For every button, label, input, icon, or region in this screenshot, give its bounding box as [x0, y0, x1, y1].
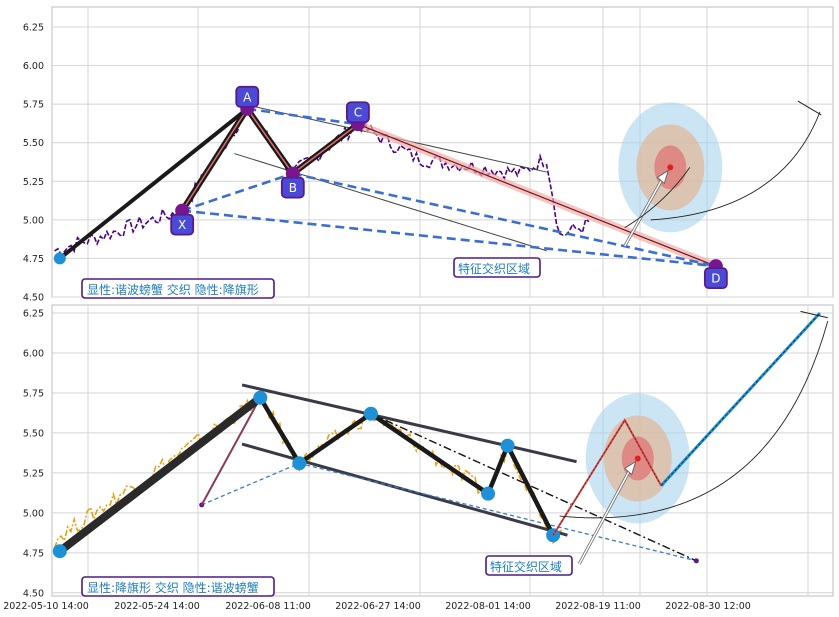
y-tick-label: 5.50: [23, 428, 44, 439]
support-dashed-2: [299, 462, 697, 562]
y-tick-label: 6.25: [23, 23, 44, 34]
pattern-dashed-line: [182, 209, 716, 268]
y-tick-label: 5.75: [23, 100, 44, 111]
plot-frame: [51, 304, 834, 597]
pattern-point: [52, 544, 67, 559]
price-series-line: [54, 105, 590, 256]
flag-channel-upper: [241, 383, 577, 464]
zone-arrow-head: [656, 169, 670, 185]
pattern-leg-highlight: [246, 108, 294, 175]
cd-line: [357, 123, 717, 267]
zone-arrow-inner: [578, 466, 633, 565]
pattern-dashed-line: [181, 172, 294, 212]
top-zone-label: 特征交织区域: [453, 257, 541, 278]
projection-arc: [650, 111, 821, 221]
bottom-info-box: 显性:降旗形 交织 隐性:谐波螃蟹: [81, 576, 275, 597]
x-tick-label: 2022-08-19 11:00: [555, 601, 641, 612]
pattern-point: [500, 438, 515, 453]
channel-lower-line: [234, 153, 547, 252]
pattern-label-D: D: [711, 272, 720, 286]
pattern-dashed-line: [247, 107, 359, 126]
x-tick-label: 2022-06-27 14:00: [335, 601, 421, 612]
x-tick-label: 2022-08-30 12:00: [665, 601, 751, 612]
pattern-label-B: B: [289, 181, 297, 195]
pattern-point: [253, 390, 268, 405]
x-tick-label: 2022-06-08 11:00: [225, 601, 311, 612]
end-dot: [693, 558, 699, 564]
top-panel: 4.50 4.75 5.00 5.25 5.50 5.75 6.00 6.25 X A B C D: [23, 6, 834, 304]
pattern-label-X: X: [178, 218, 186, 232]
pattern-label-box-D: [703, 267, 728, 290]
pattern-dashed-line: [292, 172, 717, 268]
pattern-label-box-C: [345, 101, 370, 124]
y-tick-label: 4.50: [23, 293, 44, 304]
pattern-label-box-B: [280, 176, 305, 199]
pattern-point: [292, 456, 307, 471]
target-point: [667, 164, 674, 171]
projection-arc-tip: [800, 310, 828, 319]
pattern-label-C: C: [354, 106, 362, 120]
zigzag-legs: [258, 396, 556, 537]
x-tick-label: 2022-08-01 14:00: [445, 601, 531, 612]
top-info-box: 显性:谐波螃蟹 交织 隐性:降旗形: [81, 278, 275, 299]
top-info-text: 显性:谐波螃蟹 交织 隐性:降旗形: [87, 282, 259, 297]
start-leg: [58, 107, 249, 260]
top-zone-text: 特征交织区域: [458, 261, 530, 276]
projection-red-dash: [552, 419, 662, 536]
y-tick-label: 6.00: [23, 61, 44, 72]
pattern-leg-highlight: [181, 108, 248, 212]
zone-arrow-inner: [624, 175, 665, 247]
y-tick-label: 6.00: [23, 348, 44, 359]
y-tick-label: 5.75: [23, 388, 44, 399]
bottom-zone-label: 特征交织区域: [485, 555, 573, 576]
support-dashed: [201, 462, 300, 506]
x-tick-label: 2022-05-10 14:00: [3, 601, 89, 612]
y-tick-label: 6.25: [23, 308, 44, 319]
pattern-leg-highlight: [292, 123, 359, 175]
projection-arc-tip: [797, 100, 822, 116]
flag-pole: [55, 393, 265, 556]
bottom-panel: 4.50 4.75 5.00 5.25 5.50 5.75 6.00 6.25: [23, 304, 834, 599]
projection-arc: [559, 320, 829, 519]
projection-arc-inner: [624, 167, 691, 228]
bottom-info-text: 显性:降旗形 交织 隐性:谐波螃蟹: [87, 580, 259, 595]
pattern-point: [481, 486, 496, 501]
x-tick-label: 2022-05-24 14:00: [114, 601, 200, 612]
x-axis-ticks: 2022-05-10 14:00 2022-05-24 14:00 2022-06-…: [3, 601, 751, 612]
target-point: [634, 455, 641, 462]
start-marker: [53, 252, 66, 265]
pattern-label-box-X: [170, 213, 195, 236]
y-tick-label: 5.00: [23, 215, 44, 226]
y-tick-label: 4.75: [23, 254, 44, 265]
y-tick-label: 5.25: [23, 177, 44, 188]
pattern-label-box-A: [235, 85, 260, 108]
rise-leg: [200, 397, 262, 506]
pattern-label-A: A: [243, 90, 252, 104]
y-tick-label: 5.25: [23, 468, 44, 479]
pattern-point: [363, 406, 378, 421]
zone-arrow-head: [623, 460, 637, 476]
y-tick-label: 4.75: [23, 548, 44, 559]
dash-dot-line: [370, 413, 697, 562]
y-tick-label: 5.50: [23, 138, 44, 149]
projection-blue-dash: [660, 312, 821, 486]
y-tick-label: 4.50: [23, 588, 44, 599]
y-tick-label: 5.00: [23, 508, 44, 519]
bottom-zone-text: 特征交织区域: [490, 559, 562, 574]
